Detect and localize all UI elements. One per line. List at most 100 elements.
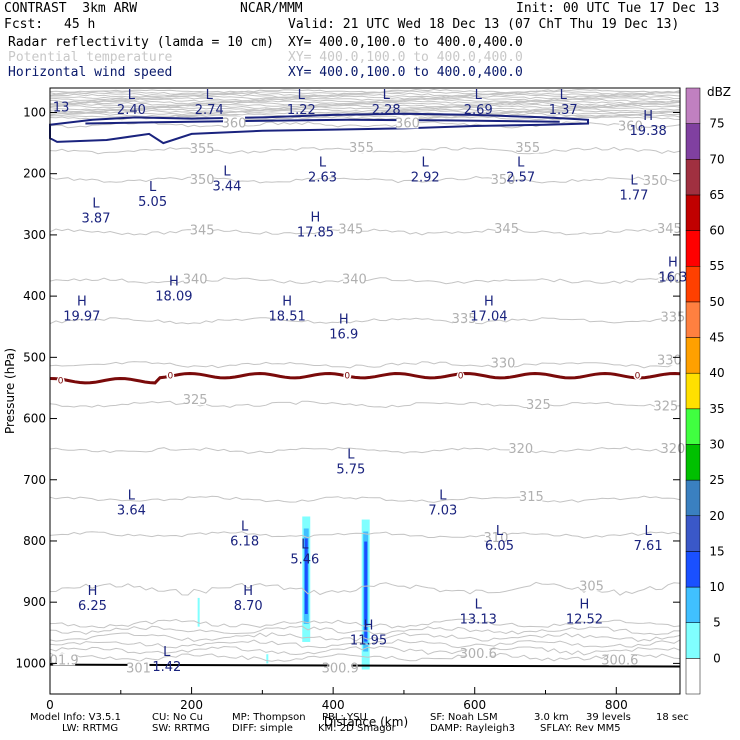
high-marker: H: [580, 597, 590, 612]
freezing-label-bg: [456, 371, 465, 380]
theta-label: 360: [222, 117, 247, 132]
freezing-label-bg: [633, 371, 642, 380]
theta-label-bg: [580, 579, 603, 592]
extremum-value: 13.13: [460, 612, 497, 627]
theta-label-bg: [223, 116, 246, 129]
theta-label: 300.9: [322, 661, 359, 676]
low-marker: L: [496, 524, 504, 539]
theta-contour-upper: [49, 93, 681, 98]
extremum-value: 5.05: [138, 195, 167, 210]
freezing-label-bg: [343, 371, 352, 380]
theta-contour-upper: [49, 100, 681, 105]
ground-line: [49, 663, 681, 668]
low-marker: L: [517, 155, 525, 170]
theta-label: 355: [190, 142, 215, 157]
theta-contour-345: [49, 228, 681, 236]
extremum-value: 2.63: [308, 170, 337, 185]
colorbar-box: [685, 230, 701, 267]
theta-contour-upper: [49, 101, 681, 107]
colorbar-level-label: 55: [709, 259, 724, 273]
wind-contour-label: 13: [53, 100, 70, 115]
colorbar-unit: dBZ: [707, 85, 731, 99]
field-wind-name: Horizontal wind speed: [8, 65, 173, 80]
field-theta-name: Potential temperature: [8, 50, 173, 65]
colorbar-level-label: 75: [709, 117, 724, 131]
theta-label: 350: [491, 173, 516, 188]
theta-contour-305: [49, 581, 681, 596]
freezing-label-bg: [56, 376, 65, 385]
theta-contour-325: [49, 400, 681, 409]
high-marker: H: [668, 256, 678, 271]
low-marker: L: [92, 196, 100, 211]
extremum-value: 1.37: [549, 103, 578, 118]
extremum-value: 6.05: [485, 539, 514, 554]
theta-contour-335: [49, 317, 681, 325]
theta-label: 320: [661, 442, 686, 457]
theta-label-bg: [654, 399, 677, 412]
theta-contour-lower: [49, 618, 681, 629]
colorbar-box: [685, 337, 701, 374]
forecast-hour: 45 h: [64, 17, 96, 32]
extremum-value: 6.25: [78, 599, 107, 614]
org-label: NCAR/MMM: [240, 1, 303, 16]
high-marker: H: [88, 584, 98, 599]
low-marker: L: [475, 597, 483, 612]
extremum-value: 1.22: [287, 103, 316, 118]
high-marker: H: [643, 109, 653, 124]
high-marker: H: [339, 313, 349, 328]
footer-model-info: Model Info: V3.5.1: [30, 712, 121, 723]
theta-label: 300.6: [460, 647, 497, 662]
forecast-label: Fcst:: [4, 17, 44, 32]
footer-cu: CU: No Cu: [152, 712, 203, 723]
theta-label-bg: [661, 310, 684, 323]
theta-label-bg: [191, 172, 214, 185]
high-marker: H: [243, 584, 253, 599]
field-wind-xy: XY= 400.0,100.0 to 400.0,400.0: [288, 65, 523, 80]
field-reflectivity-name: Radar reflectivity (lamda = 10 cm): [8, 35, 275, 50]
extremum-value: 11.95: [350, 634, 387, 649]
colorbar-level-label: 45: [709, 331, 724, 345]
extremum-value: 3.87: [82, 211, 111, 226]
reflectivity-layer: [197, 516, 370, 670]
colorbar-level-label: 25: [709, 473, 724, 487]
colorbar-level-label: 60: [709, 224, 724, 238]
theta-label-bg: [396, 116, 419, 129]
init-time: Init: 00 UTC Tue 17 Dec 13: [516, 1, 720, 16]
x-tick-label: 600: [463, 698, 486, 712]
colorbar-level-label: 10: [709, 580, 724, 594]
theta-label-bg: [191, 223, 214, 236]
low-marker: L: [206, 88, 214, 103]
theta-contour-320: [49, 446, 681, 454]
low-marker: L: [301, 537, 309, 552]
theta-label-bg: [484, 530, 507, 543]
theta-contour-lower: [49, 652, 681, 662]
theta-label: 330: [657, 353, 682, 368]
theta-label-bg: [339, 222, 362, 235]
x-tick-label: 200: [180, 698, 203, 712]
footer-diff: DIFF: simple: [232, 723, 293, 734]
theta-label-bg: [644, 174, 667, 187]
low-marker: L: [223, 165, 231, 180]
colorbar-level-label: 70: [709, 152, 724, 166]
theta-label-bg: [527, 398, 550, 411]
theta-label: 301: [126, 661, 151, 676]
high-marker: H: [484, 294, 494, 309]
theta-label-bg: [492, 356, 515, 369]
colorbar-level-label: 50: [709, 295, 724, 309]
extremum-value: 19.38: [630, 124, 667, 139]
freezing-level: 0 0 0 0 0: [49, 371, 681, 387]
theta-label: 325: [653, 399, 678, 414]
theta-label-bg: [520, 489, 543, 502]
extremum-value: 2.92: [411, 170, 440, 185]
colorbar-box: [685, 479, 701, 517]
theta-label-bg: [127, 661, 150, 674]
colorbar-box: [685, 194, 701, 231]
extremum-value: 1.42: [152, 660, 181, 675]
colorbar-box: [685, 123, 701, 160]
colorbar-level-label: 40: [709, 366, 724, 380]
low-marker: L: [560, 88, 568, 103]
low-marker: L: [347, 447, 355, 462]
theta-label-bg: [191, 142, 214, 155]
theta-label-bg: [453, 311, 476, 324]
